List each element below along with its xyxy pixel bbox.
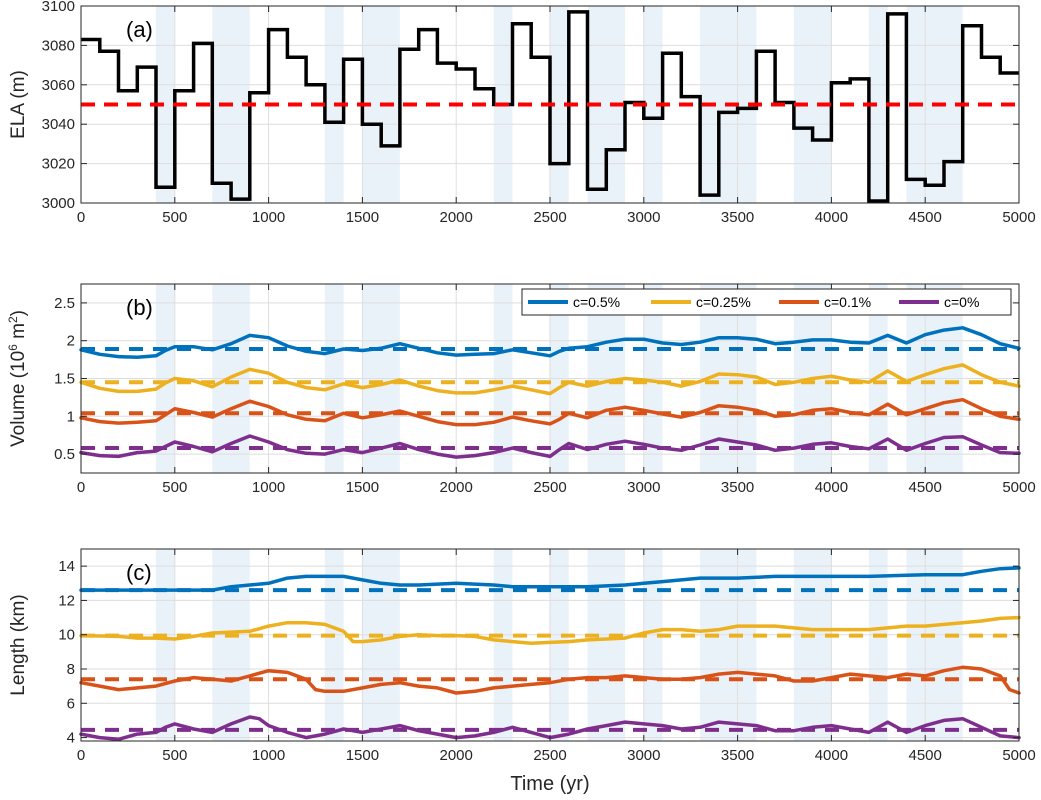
- x-tick-label: 3000: [627, 747, 660, 764]
- y-axis-label: ELA (m): [8, 70, 29, 139]
- x-tick-label: 2000: [440, 209, 473, 226]
- series-line: [79, 397, 1021, 427]
- shaded-interval: [793, 549, 832, 741]
- x-tick-label: 2500: [533, 747, 566, 764]
- shaded-interval: [493, 549, 513, 741]
- panel-label: (b): [126, 295, 153, 320]
- x-tick-label: 4500: [909, 479, 942, 496]
- x-tick-label: 4500: [909, 747, 942, 764]
- series-line: [79, 615, 1021, 646]
- panel-2: 0 500 1000 1500 2000 2500 3000 3500 4000 4500 5000…: [6, 283, 1036, 496]
- y-tick-label: 1.5: [54, 371, 75, 388]
- x-tick-label: 1000: [252, 747, 285, 764]
- x-tick-label: 4000: [815, 479, 848, 496]
- shaded-interval: [156, 549, 175, 741]
- shaded-interval: [550, 6, 569, 203]
- legend-label: c=0.5%: [573, 294, 620, 310]
- ela-step-line: [81, 10, 1019, 203]
- series-line: [79, 665, 1021, 695]
- shaded-interval: [868, 549, 888, 741]
- panel-label: (c): [126, 560, 152, 585]
- y-axis-label: Length (km): [8, 594, 29, 695]
- legend-label: c=0%: [944, 294, 979, 310]
- y-tick-label: 3100: [42, 0, 75, 15]
- y-tick-label: 12: [58, 592, 75, 609]
- shaded-interval: [643, 6, 663, 203]
- x-axis-label: Time (yr): [510, 773, 589, 795]
- x-tick-label: 1500: [346, 747, 379, 764]
- y-tick-label: 10: [58, 627, 75, 644]
- x-tick-label: 500: [162, 479, 187, 496]
- legend-label: c=0.25%: [696, 294, 751, 310]
- series-line: [79, 566, 1021, 592]
- series-line: [79, 434, 1021, 459]
- series-line: [79, 326, 1021, 360]
- y-axis-label-part: ): [8, 310, 29, 316]
- x-tick-label: 500: [162, 747, 187, 764]
- x-tick-label: 4500: [909, 209, 942, 226]
- x-tick-label: 4000: [815, 209, 848, 226]
- series-line: [79, 715, 1021, 742]
- x-tick-label: 1500: [346, 209, 379, 226]
- y-tick-label: 1: [67, 408, 75, 425]
- x-tick-label: 2500: [533, 209, 566, 226]
- x-tick-label: 0: [77, 209, 85, 226]
- x-tick-label: 5000: [1002, 747, 1035, 764]
- shaded-interval: [700, 549, 757, 741]
- x-tick-label: 3500: [721, 209, 754, 226]
- x-tick-label: 500: [162, 209, 187, 226]
- y-tick-label: 0.5: [54, 446, 75, 463]
- shaded-interval: [362, 549, 400, 741]
- shaded-interval: [906, 549, 963, 741]
- y-tick-label: 4: [67, 730, 75, 747]
- x-tick-label: 0: [77, 479, 85, 496]
- y-tick-label: 8: [67, 661, 75, 678]
- x-tick-label: 0: [77, 747, 85, 764]
- x-tick-label: 5000: [1002, 479, 1035, 496]
- y-axis-label-superscript: 6: [6, 344, 20, 351]
- shaded-interval: [550, 549, 569, 741]
- x-tick-label: 3500: [721, 479, 754, 496]
- y-axis-label: Volume (106 m2): [6, 310, 29, 447]
- x-tick-label: 3000: [627, 479, 660, 496]
- x-tick-label: 3000: [627, 209, 660, 226]
- shaded-interval: [643, 549, 663, 741]
- x-tick-label: 5000: [1002, 209, 1035, 226]
- x-tick-label: 3500: [721, 747, 754, 764]
- y-tick-label: 6: [67, 695, 75, 712]
- y-tick-label: 14: [58, 558, 75, 575]
- y-tick-label: 2: [67, 333, 75, 350]
- y-axis-label-part: Volume (10: [8, 351, 29, 447]
- y-tick-label: 3060: [42, 77, 75, 94]
- panel-label: (a): [126, 17, 153, 42]
- x-tick-label: 2000: [440, 479, 473, 496]
- y-axis-label-part: m: [8, 323, 29, 344]
- y-tick-label: 3020: [42, 156, 75, 173]
- y-tick-label: 3080: [42, 37, 75, 54]
- shaded-interval: [212, 549, 250, 741]
- y-axis-label-superscript: 2: [6, 316, 20, 323]
- series-line: [79, 363, 1021, 396]
- x-tick-label: 1500: [346, 479, 379, 496]
- y-tick-label: 3040: [42, 116, 75, 133]
- panel-1: 0 500 1000 1500 2000 2500 3000 3500 4000 4500 5000…: [8, 0, 1036, 226]
- shaded-interval: [587, 549, 626, 741]
- legend-label: c=0.1%: [824, 294, 871, 310]
- shaded-interval: [868, 6, 888, 203]
- x-tick-label: 1000: [252, 209, 285, 226]
- x-tick-label: 2500: [533, 479, 566, 496]
- x-tick-label: 1000: [252, 479, 285, 496]
- shaded-interval: [156, 6, 175, 203]
- x-tick-label: 2000: [440, 747, 473, 764]
- y-tick-label: 3000: [42, 195, 75, 212]
- y-tick-label: 2.5: [54, 295, 75, 312]
- panel-3: 0 500 1000 1500 2000 2500 3000 3500 4000 4500 5000…: [8, 548, 1036, 795]
- x-tick-label: 4000: [815, 747, 848, 764]
